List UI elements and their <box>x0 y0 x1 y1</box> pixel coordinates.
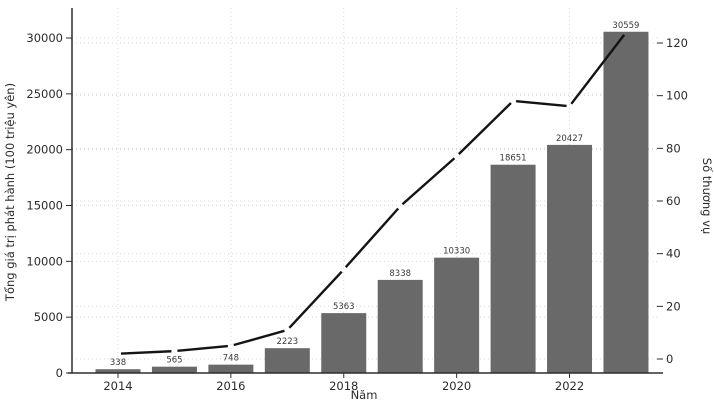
bar-value-label: 338 <box>110 358 126 368</box>
line-segment <box>401 157 456 206</box>
left-tick-label: 15000 <box>26 199 63 213</box>
deal-count-line <box>120 34 626 355</box>
right-tick-label: 60 <box>666 194 681 208</box>
line-segment <box>457 102 512 155</box>
x-tick-label: 2020 <box>442 379 471 393</box>
bar-value-label: 2223 <box>276 337 298 347</box>
left-tick-label: 5000 <box>34 310 63 324</box>
bar <box>434 257 480 373</box>
bar <box>264 348 310 373</box>
line-segment <box>570 34 626 105</box>
bar-value-label: 18651 <box>500 154 527 164</box>
right-tick-label: 120 <box>666 36 688 50</box>
bar <box>603 31 649 373</box>
right-tick-label: 0 <box>666 352 673 366</box>
bar <box>490 164 536 373</box>
bar-value-label: 8338 <box>389 269 411 279</box>
left-tick-label: 10000 <box>26 254 63 268</box>
right-tick-label: 40 <box>666 247 681 261</box>
line-segment <box>288 270 343 329</box>
right-tick-label: 20 <box>666 299 681 313</box>
bars: 338 565 748 2223 5363 8338 10330 18651 20427 3055… <box>95 21 649 373</box>
bar-value-label: 748 <box>223 354 239 364</box>
x-tick-label: 2018 <box>329 379 358 393</box>
left-tick-label: 20000 <box>26 143 63 157</box>
bar-value-label: 10330 <box>443 247 470 257</box>
line-segment <box>233 329 285 347</box>
right-y-axis-label: Số thương vụ <box>700 158 714 234</box>
right-tick-label: 100 <box>666 89 688 103</box>
x-tick-label: 2014 <box>103 379 132 393</box>
bar <box>151 366 197 373</box>
line-segment <box>177 344 229 353</box>
left-tick-label: 25000 <box>26 87 63 101</box>
bar <box>95 369 141 373</box>
bar-value-label: 5363 <box>333 302 355 312</box>
bar <box>377 279 423 373</box>
bar-value-label: 565 <box>166 356 182 366</box>
left-y-axis-label: Tổng giá trị phát hành (100 triệu yên) <box>3 83 17 302</box>
bar <box>547 144 593 373</box>
bar-value-label: 30559 <box>612 21 639 31</box>
x-tick-label: 2016 <box>216 379 245 393</box>
left-tick-label: 0 <box>56 366 63 380</box>
line-segment <box>515 100 567 108</box>
line-segment <box>344 207 400 269</box>
bar <box>208 364 254 373</box>
bar <box>321 313 367 373</box>
x-axis-label: Năm <box>351 388 378 400</box>
right-tick-label: 80 <box>666 141 681 155</box>
left-tick-label: 30000 <box>26 31 63 45</box>
line-segment <box>120 350 172 355</box>
axes: 0 5000 10000 15000 20000 25000 30000 0 20 40 60 80 1… <box>26 8 688 393</box>
bar-value-label: 20427 <box>556 134 583 144</box>
x-tick-label: 2022 <box>555 379 584 393</box>
